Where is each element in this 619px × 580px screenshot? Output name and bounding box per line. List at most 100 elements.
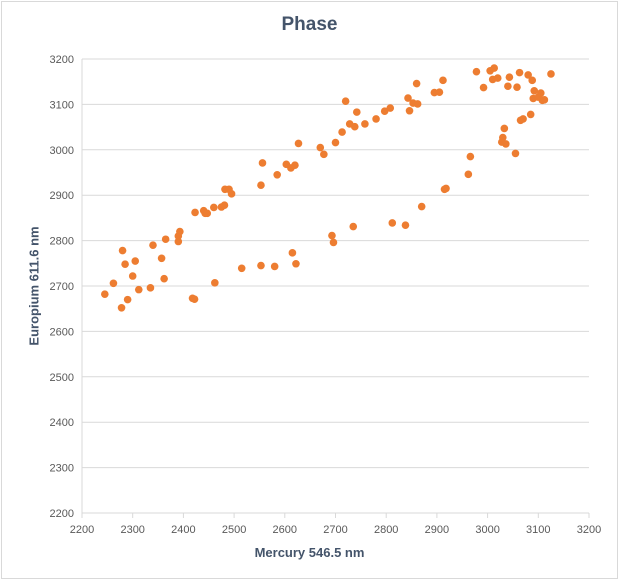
gridlines [82, 58, 589, 514]
data-point [417, 202, 426, 211]
data-point [157, 254, 166, 263]
data-point [519, 115, 527, 123]
data-point [118, 246, 127, 255]
chart-title: Phase [281, 14, 338, 35]
data-point [203, 209, 212, 218]
y-tick-label: 2300 [50, 463, 74, 475]
x-tick-label: 3000 [475, 524, 499, 536]
data-point [386, 104, 395, 112]
data-point [316, 143, 325, 152]
data-point [176, 227, 184, 236]
data-point [131, 257, 140, 265]
data-point [341, 97, 350, 106]
data-point [435, 88, 444, 96]
y-tick-label: 2700 [50, 281, 74, 293]
data-point [499, 133, 507, 142]
data-point [504, 82, 512, 91]
data-point [109, 279, 118, 288]
data-point [211, 279, 219, 287]
data-points [101, 64, 555, 312]
y-tick-label: 3100 [50, 99, 74, 111]
data-point [401, 221, 410, 229]
data-point [361, 120, 369, 128]
data-point [117, 303, 126, 312]
x-tick-labels: 2200 2300 2400 2500 2600 2700 2800 2900 3000 3100… [70, 524, 601, 536]
data-point [528, 76, 537, 85]
y-tick-label: 3200 [50, 54, 74, 66]
data-point [526, 110, 535, 119]
data-point [502, 140, 510, 148]
data-point [329, 238, 338, 247]
y-tick-label: 2600 [50, 326, 74, 338]
data-point [537, 89, 545, 97]
data-point [331, 138, 340, 147]
x-tick-label: 2300 [120, 524, 144, 536]
y-tick-label: 3000 [50, 145, 74, 157]
data-point [405, 106, 414, 115]
data-point [530, 86, 539, 95]
data-point [161, 235, 170, 244]
x-tick-label: 2600 [273, 524, 297, 536]
data-point [404, 94, 412, 102]
data-point [149, 241, 157, 249]
data-point [442, 184, 450, 193]
x-axis-label: Mercury 546.5 nm [254, 545, 365, 560]
x-tick-label: 2200 [70, 524, 94, 536]
data-point [227, 190, 236, 198]
data-point [540, 96, 549, 104]
data-point [464, 170, 473, 179]
x-tick-label: 2700 [323, 524, 347, 536]
data-point [288, 249, 297, 257]
x-tick-label: 2800 [374, 524, 398, 536]
data-point [350, 122, 359, 131]
data-point [101, 290, 109, 298]
data-point [174, 237, 183, 246]
y-tick-label: 2800 [50, 236, 74, 248]
data-point [237, 264, 246, 273]
data-point [128, 272, 137, 280]
data-point [121, 260, 129, 269]
data-point [380, 107, 389, 116]
x-tick-label: 2400 [171, 524, 195, 536]
data-point [146, 284, 155, 292]
y-tick-label: 2200 [50, 508, 74, 520]
data-point [320, 150, 328, 159]
data-point [123, 295, 132, 304]
data-point [220, 201, 229, 209]
data-point [338, 128, 346, 136]
data-point [349, 222, 358, 231]
y-tick-label: 2400 [50, 417, 74, 429]
x-tick-label: 2900 [425, 524, 449, 536]
x-tick-label: 3100 [526, 524, 550, 536]
data-point [257, 261, 265, 270]
data-point [524, 71, 532, 79]
data-point [500, 124, 509, 133]
data-point [210, 203, 218, 212]
data-point [191, 208, 199, 217]
axes [81, 59, 590, 518]
data-point [511, 149, 520, 158]
data-point [291, 161, 299, 170]
data-point [257, 181, 265, 190]
data-point [294, 139, 303, 148]
y-tick-labels: 2200 2300 2400 2500 2600 2700 2800 2900 3000 3100… [50, 54, 74, 520]
data-point [292, 259, 300, 268]
data-point [352, 108, 361, 116]
data-point [505, 73, 514, 81]
y-tick-label: 2900 [50, 190, 74, 202]
y-tick-label: 2500 [50, 372, 74, 384]
data-point [490, 64, 498, 72]
data-point [134, 285, 143, 294]
data-point [472, 67, 481, 76]
data-point [388, 219, 397, 227]
x-tick-label: 2500 [222, 524, 246, 536]
data-point [328, 231, 336, 240]
data-point [493, 74, 502, 82]
data-point [270, 262, 279, 271]
data-point [412, 79, 421, 88]
data-point [273, 170, 281, 179]
data-point [479, 83, 488, 92]
data-point [439, 76, 447, 85]
